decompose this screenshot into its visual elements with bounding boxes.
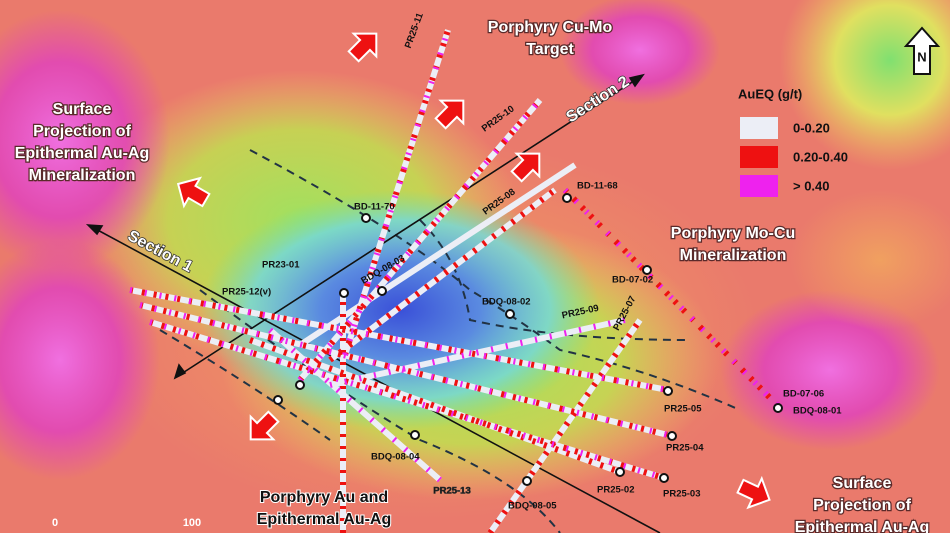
collar [522, 476, 532, 486]
drill-hole-label: PR23-01 [262, 260, 300, 271]
direction-arrows [176, 32, 771, 510]
region-label: Surface Projection of Epithermal Au-Ag [795, 475, 930, 533]
drill-hole-label: PR25-02 [597, 485, 635, 496]
region-line: Projection of [813, 497, 911, 514]
region-line: Mineralization [680, 247, 787, 264]
drill-hole-label: PR25-04 [666, 443, 704, 454]
drill-hole-label: BD-07-06 [783, 389, 824, 400]
drill-hole-label: BD-07-02 [612, 275, 653, 286]
collar [361, 213, 371, 223]
legend-title: AuEQ (g/t) [738, 86, 802, 101]
legend-label: > 0.40 [793, 178, 830, 193]
region-line: Porphyry Mo-Cu [671, 225, 795, 242]
drill-traces [129, 29, 783, 533]
region-line: Epithermal Au-Ag [15, 145, 150, 162]
region-label: Porphyry Au and Epithermal Au-Ag [257, 489, 392, 528]
collar [562, 193, 572, 203]
drill-hole-label: BDQ-08-01 [793, 406, 842, 417]
north-arrow: N [903, 26, 941, 75]
region-label: Porphyry Mo-Cu Mineralization [671, 225, 795, 264]
drill-hole-label: BDQ-08-04 [371, 452, 420, 463]
legend-label: 0.20-0.40 [793, 149, 848, 164]
drill-hole-label: BD-11-70 [354, 202, 395, 213]
region-line: Epithermal Au-Ag [257, 511, 392, 528]
collar [773, 403, 783, 413]
region-line: Porphyry Cu-Mo [488, 19, 613, 36]
collar [273, 395, 283, 405]
collar [339, 288, 349, 298]
collar [659, 473, 669, 483]
legend-label: 0-0.20 [793, 120, 830, 135]
collar [642, 265, 652, 275]
collar [505, 309, 515, 319]
region-line: Porphyry Au and [260, 489, 388, 506]
drill-hole-label: BD-11-68 [577, 181, 618, 192]
region-line: Target [526, 41, 574, 58]
region-label: Porphyry Cu-Mo Target [488, 19, 613, 58]
legend-swatch [740, 117, 778, 139]
region-line: Epithermal Au-Ag [795, 519, 930, 533]
legend-swatch [740, 146, 778, 168]
region-line: Surface [833, 475, 892, 492]
drill-hole-label: PR25-05 [664, 404, 702, 415]
collar [410, 430, 420, 440]
legend-swatch [740, 175, 778, 197]
region-line: Surface [53, 101, 112, 118]
scale-label: 100 [183, 517, 201, 529]
drill-hole-label: BDQ-08-02 [482, 297, 531, 308]
legend: AuEQ (g/t) 0-0.20 0.20-0.40 > 0.40 [738, 86, 848, 197]
region-line: Mineralization [29, 167, 136, 184]
region-line: Projection of [33, 123, 131, 140]
collar [663, 386, 673, 396]
collar [377, 286, 387, 296]
section-lines [85, 73, 661, 533]
drill-hole-label: PR25-12(v) [222, 287, 271, 298]
collar [667, 431, 677, 441]
drill-hole-label: BDQ-08-05 [508, 501, 557, 512]
collar [615, 467, 625, 477]
drill-hole-label: PR25-13 [433, 486, 471, 497]
drill-hole-label: PR25-03 [663, 489, 701, 500]
north-label: N [917, 49, 926, 64]
collar [295, 380, 305, 390]
collars [273, 193, 783, 486]
scale-label: 0 [52, 517, 58, 529]
region-label: Surface Projection of Epithermal Au-Ag Mine… [15, 101, 150, 184]
